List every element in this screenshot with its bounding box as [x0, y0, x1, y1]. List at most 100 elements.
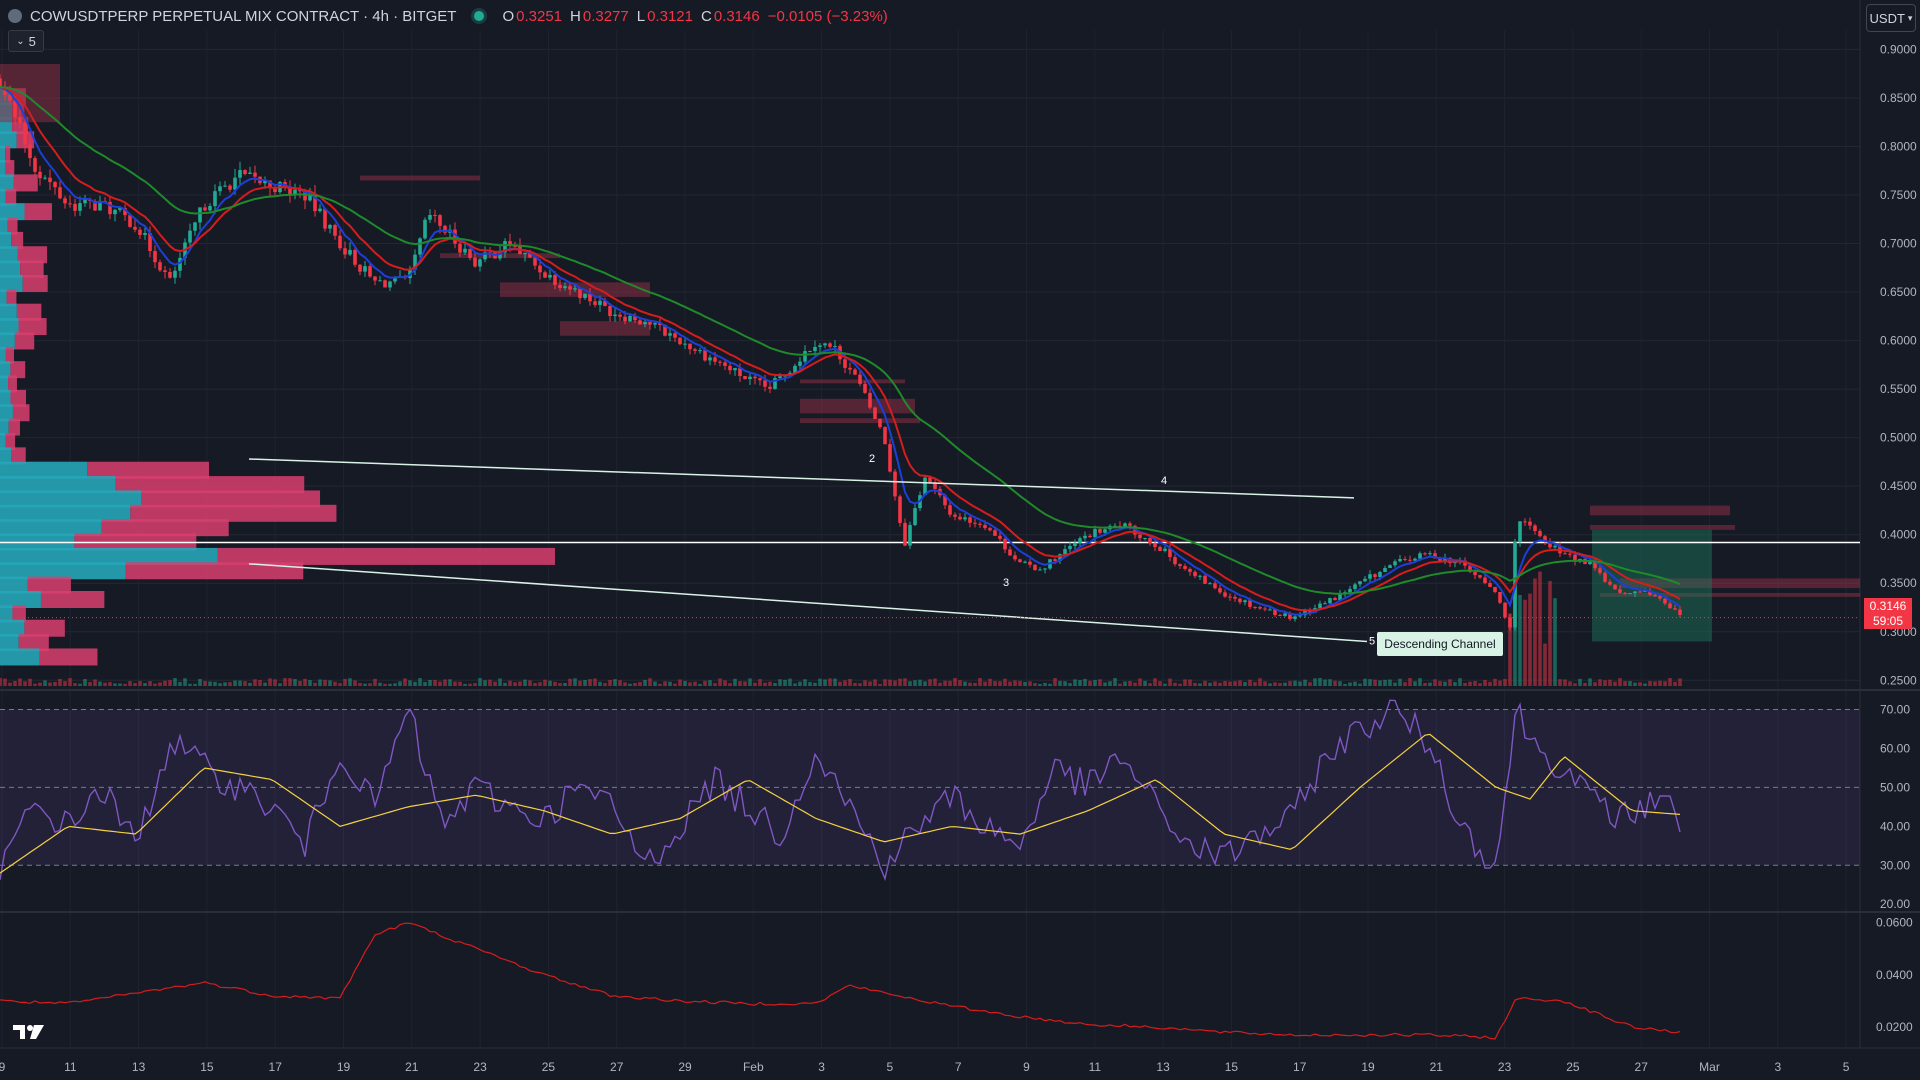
order-block-zone[interactable] — [560, 321, 650, 336]
volume-bar — [513, 682, 517, 686]
volume-bar — [1183, 679, 1187, 686]
volume-profile-down-bar — [5, 432, 16, 450]
volume-bar — [43, 680, 47, 686]
candle-body — [263, 180, 267, 184]
candle-body — [1083, 535, 1087, 539]
candle-body — [833, 346, 837, 348]
volume-bar — [633, 682, 637, 686]
volume-bars — [0, 571, 1682, 686]
volume-bar — [728, 683, 732, 686]
candle-body — [1623, 592, 1627, 594]
candle-body — [1273, 609, 1277, 616]
candle-body — [1318, 603, 1322, 609]
volume-bar — [1613, 681, 1617, 686]
symbol-title[interactable]: COWUSDTPERP PERPETUAL MIX CONTRACT · 4h … — [30, 7, 457, 25]
candle-body — [223, 185, 227, 187]
candle-body — [1013, 555, 1017, 560]
candle-body — [753, 376, 757, 379]
volume-profile-up-bar — [0, 260, 21, 278]
volume-bar — [478, 678, 482, 686]
order-block-zone[interactable] — [800, 398, 915, 414]
volume-bar — [1083, 678, 1087, 686]
tradingview-logo-icon[interactable] — [12, 1020, 46, 1042]
order-block-zone[interactable] — [800, 379, 905, 384]
volume-bar — [593, 678, 597, 686]
candle-body — [913, 508, 917, 526]
candle-body — [1293, 616, 1297, 620]
volume-bar — [1653, 681, 1657, 686]
volume-bar — [238, 680, 242, 686]
volume-bar — [148, 681, 152, 686]
time-tick-label: 29 — [678, 1060, 692, 1074]
candle-body — [168, 272, 172, 278]
volume-bar — [753, 682, 757, 686]
volume-bar — [1158, 681, 1162, 686]
volume-bar — [318, 679, 322, 686]
candle-body — [1363, 578, 1367, 582]
descending-channel-label[interactable]: Descending Channel — [1377, 632, 1503, 656]
volume-bar — [328, 680, 332, 686]
volume-bar — [1208, 682, 1212, 686]
volume-bar — [738, 681, 742, 686]
volume-bar — [218, 683, 222, 686]
candle-body — [778, 376, 782, 379]
legend-toggle-button[interactable]: ⌄ 5 — [8, 30, 44, 52]
volume-profile-down-bar — [11, 231, 24, 249]
volume-bar — [1418, 678, 1422, 686]
volume-bar — [88, 682, 92, 686]
volume-bar — [393, 683, 397, 686]
volume-bar — [523, 679, 527, 686]
volume-profile-up-bar — [0, 389, 11, 407]
order-block-zone[interactable] — [1600, 592, 1860, 597]
volume-profile-up-bar — [0, 274, 23, 292]
volume-bar — [1428, 682, 1432, 686]
candle-body — [313, 193, 317, 212]
volume-bar — [1028, 681, 1032, 686]
candle-body — [158, 262, 162, 271]
volume-bar — [788, 678, 792, 686]
candle-body — [1598, 568, 1602, 573]
candle-body — [893, 471, 897, 497]
candle-body — [758, 378, 762, 381]
candle-body — [243, 170, 247, 174]
order-block-zone[interactable] — [800, 418, 920, 424]
order-block-zone[interactable] — [360, 175, 480, 181]
candle-body — [1498, 591, 1502, 603]
volume-bar — [1253, 682, 1257, 686]
rsi-tick-label: 70.00 — [1880, 702, 1910, 716]
candle-body — [58, 187, 62, 199]
candle-body — [1378, 571, 1382, 578]
volume-bar — [1018, 680, 1022, 686]
volume-bar — [228, 682, 232, 686]
volume-bar — [583, 679, 587, 686]
volume-profile-down-bar — [16, 303, 42, 321]
volume-bar — [708, 680, 712, 686]
candle-body — [628, 315, 632, 322]
volume-bar — [1088, 680, 1092, 686]
market-status-icon[interactable] — [474, 11, 485, 21]
order-block-zone[interactable] — [1590, 505, 1730, 516]
volume-bar — [33, 683, 37, 686]
volume-bar — [1098, 679, 1102, 686]
volume-bar — [1538, 571, 1542, 686]
channel-lower-line[interactable] — [248, 563, 1368, 643]
order-block-zone[interactable] — [1620, 578, 1860, 589]
volume-profile-up-bar — [0, 246, 18, 264]
candle-body — [368, 266, 372, 277]
candle-body — [338, 235, 342, 249]
rsi-tick-label: 50.00 — [1880, 780, 1910, 794]
volume-profile-down-bar — [11, 447, 26, 465]
order-block-zone[interactable] — [1590, 525, 1735, 530]
currency-unit-button[interactable]: USDT ▾ — [1866, 4, 1916, 32]
channel-upper-line[interactable] — [248, 458, 1355, 499]
time-tick-label: 21 — [1430, 1060, 1444, 1074]
candle-body — [768, 386, 772, 389]
candle-body — [1328, 598, 1332, 604]
candle-body — [1573, 554, 1577, 562]
high-label: H — [570, 7, 581, 25]
candle-body — [538, 265, 542, 273]
volume-bar — [403, 678, 407, 686]
rsi-tick-label: 20.00 — [1880, 897, 1910, 911]
